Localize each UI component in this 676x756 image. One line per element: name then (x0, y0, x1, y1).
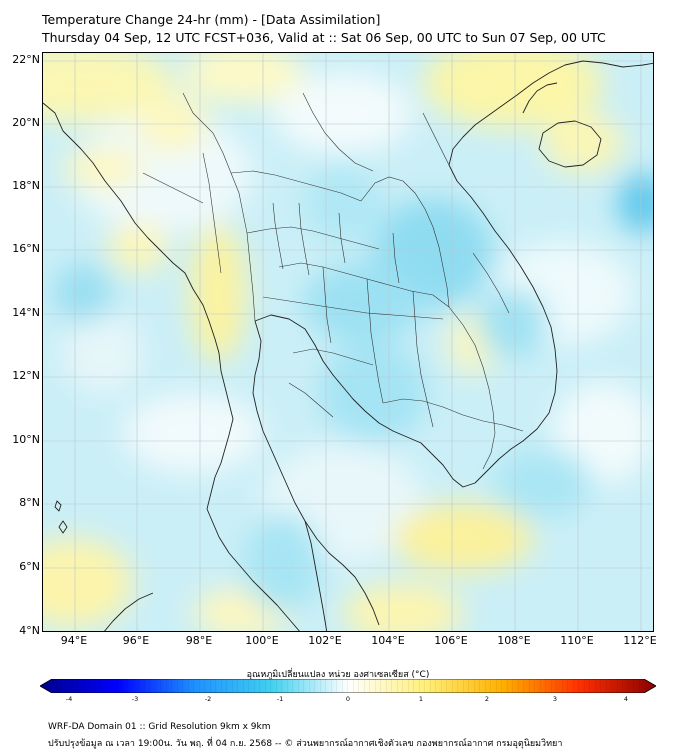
colorbar-tick: -3 (131, 695, 139, 703)
lon-label-98e: 98°E (185, 634, 213, 647)
lat-label-6n: 6°N (19, 560, 40, 573)
colorbar-tick: -1 (276, 695, 284, 703)
colorbar-tick: 3 (552, 695, 558, 703)
lat-label-10n: 10°N (12, 433, 40, 446)
colorbar-tick: 2 (484, 695, 490, 703)
colorbar-tick: 1 (418, 695, 424, 703)
lon-label-100e: 100°E (245, 634, 279, 647)
grid-lines (43, 53, 653, 631)
coastlines (43, 60, 653, 631)
colorbar-tick: -4 (65, 695, 73, 703)
lon-label-102e: 102°E (308, 634, 342, 647)
lat-label-4n: 4°N (19, 624, 40, 637)
temperature-change-map (43, 53, 653, 631)
colorbar-tick: 0 (345, 695, 351, 703)
lon-label-104e: 104°E (371, 634, 405, 647)
lat-label-16n: 16°N (12, 242, 40, 255)
colorbar-title: อุณหภูมิเปลี่ยนแปลง หน่วย องศาเซลเซียส (… (246, 670, 430, 680)
lat-label-14n: 14°N (12, 306, 40, 319)
map-title: Temperature Change 24-hr (mm) - [Data As… (42, 12, 381, 27)
lon-label-94e: 94°E (60, 634, 88, 647)
lon-label-110e: 110°E (560, 634, 594, 647)
lat-label-12n: 12°N (12, 369, 40, 382)
map-subtitle: Thursday 04 Sep, 12 UTC FCST+036, Valid … (42, 30, 606, 45)
colorbar-tick: 4 (623, 695, 629, 703)
lon-label-106e: 106°E (434, 634, 468, 647)
lon-label-96e: 96°E (122, 634, 150, 647)
lon-label-108e: 108°E (497, 634, 531, 647)
province-borders (142, 92, 524, 470)
lat-label-18n: 18°N (12, 179, 40, 192)
map-panel (42, 52, 654, 632)
lat-label-22n: 22°N (12, 53, 40, 66)
lat-label-8n: 8°N (19, 496, 40, 509)
lat-label-20n: 20°N (12, 116, 40, 129)
lon-label-112e: 112°E (623, 634, 657, 647)
footer-credit: ปรับปรุงข้อมูล ณ เวลา 19:00น. วัน พฤ. ที… (48, 739, 563, 749)
footer-domain-info: WRF-DA Domain 01 :: Grid Resolution 9km … (48, 722, 271, 732)
colorbar (40, 679, 656, 693)
colorbar-tick: -2 (204, 695, 212, 703)
